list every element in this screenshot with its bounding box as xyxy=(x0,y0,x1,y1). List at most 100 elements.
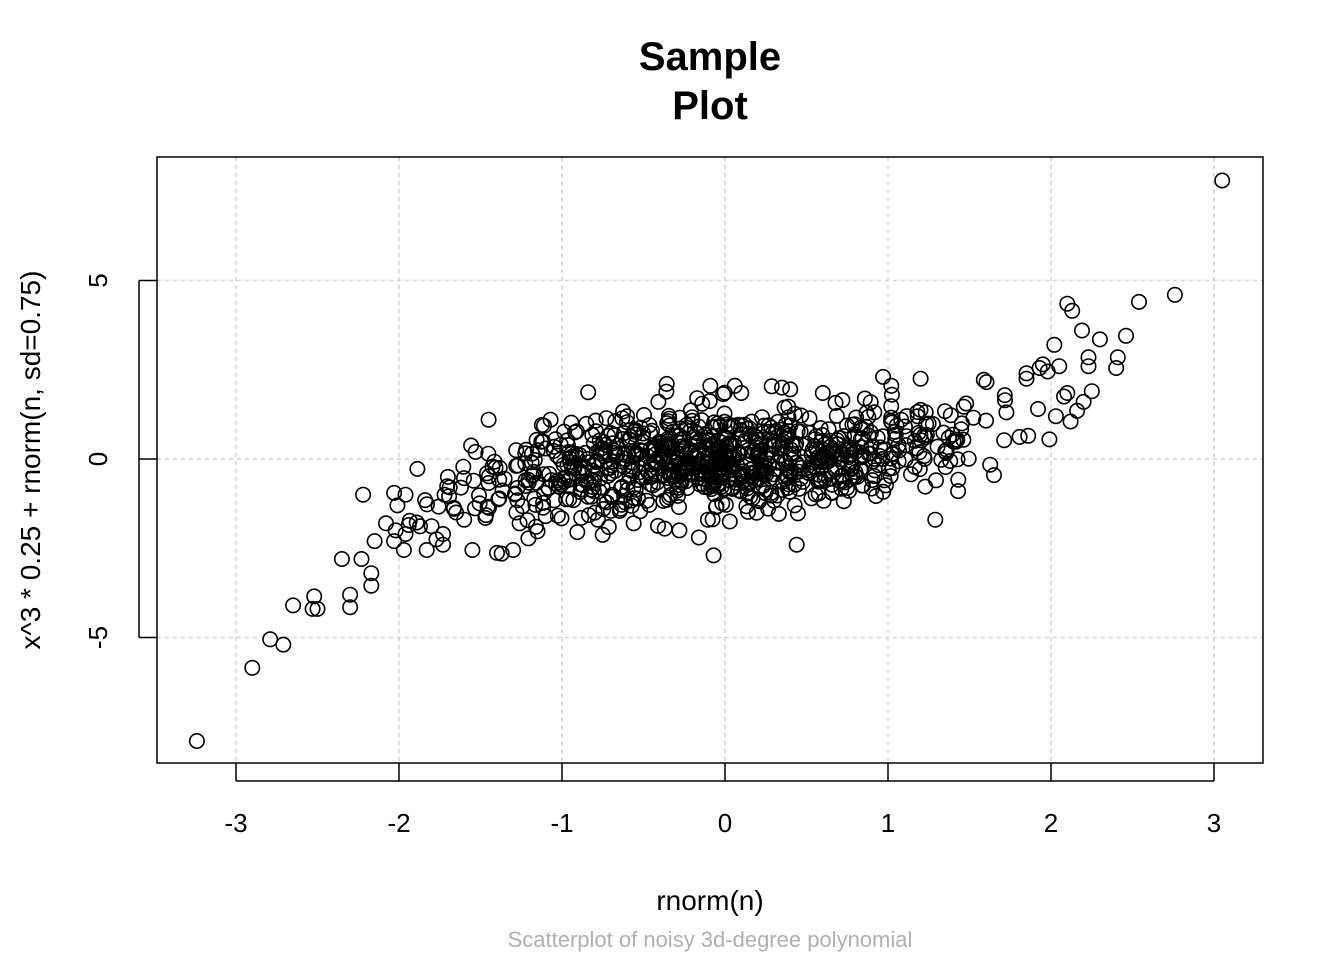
data-point xyxy=(1056,388,1073,405)
data-point xyxy=(702,377,719,394)
data-point xyxy=(333,550,350,567)
data-point xyxy=(397,486,414,503)
data-point xyxy=(716,384,733,401)
x-tick-label: -2 xyxy=(387,808,410,838)
chart-subtitle: Scatterplot of noisy 3d-degree polynomia… xyxy=(508,927,913,952)
data-point xyxy=(1011,428,1028,445)
data-point xyxy=(649,517,666,534)
data-point xyxy=(439,468,456,485)
data-point xyxy=(480,411,497,428)
data-point xyxy=(669,487,686,504)
data-point xyxy=(996,387,1013,404)
data-point xyxy=(528,431,545,448)
data-point xyxy=(958,395,975,412)
data-point xyxy=(875,441,892,458)
data-point xyxy=(386,484,403,501)
data-point xyxy=(670,467,687,484)
data-point xyxy=(1075,393,1092,410)
data-point xyxy=(632,450,649,467)
data-point xyxy=(715,481,732,498)
data-point xyxy=(683,445,700,462)
data-point xyxy=(353,550,370,567)
data-point xyxy=(1047,408,1064,425)
data-point xyxy=(867,487,884,504)
data-point xyxy=(565,492,582,509)
data-point xyxy=(1051,358,1068,375)
data-point xyxy=(917,404,934,421)
data-point xyxy=(1118,327,1135,344)
data-point xyxy=(275,636,292,653)
data-point xyxy=(244,659,261,676)
data-point xyxy=(395,541,412,558)
data-point xyxy=(674,464,691,481)
data-point xyxy=(511,515,528,532)
data-point xyxy=(553,476,570,493)
data-point xyxy=(985,467,1002,484)
data-point xyxy=(1064,302,1081,319)
data-point xyxy=(812,451,829,468)
data-point xyxy=(1091,331,1108,348)
data-point xyxy=(844,460,861,477)
data-point xyxy=(897,437,914,454)
points-layer xyxy=(188,172,1231,749)
data-point xyxy=(688,430,705,447)
data-point xyxy=(627,481,644,498)
data-point xyxy=(793,407,810,424)
data-point xyxy=(942,452,959,469)
data-point xyxy=(786,497,803,514)
data-point xyxy=(937,443,954,460)
data-point xyxy=(766,492,783,509)
data-point xyxy=(950,483,967,500)
x-tick-label: -1 xyxy=(550,808,573,838)
data-point xyxy=(909,403,926,420)
data-point xyxy=(1046,336,1063,353)
data-point xyxy=(945,433,962,450)
data-point xyxy=(858,404,875,421)
data-point xyxy=(823,484,840,501)
data-point xyxy=(877,477,894,494)
data-point xyxy=(479,498,496,515)
data-point xyxy=(713,464,730,481)
data-point xyxy=(707,499,724,516)
data-point xyxy=(456,511,473,528)
data-point xyxy=(626,490,643,507)
data-point xyxy=(977,412,994,429)
data-point xyxy=(627,421,644,438)
data-point xyxy=(528,474,545,491)
data-point xyxy=(484,458,501,475)
data-point xyxy=(455,458,472,475)
data-point xyxy=(671,409,688,426)
data-point xyxy=(755,477,772,494)
y-tick-label: -5 xyxy=(83,626,113,649)
data-point xyxy=(705,547,722,564)
x-tick-label: 1 xyxy=(881,808,895,838)
data-point xyxy=(445,499,462,516)
data-point xyxy=(982,456,999,473)
data-point xyxy=(917,478,934,495)
data-point xyxy=(1108,359,1125,376)
data-point xyxy=(773,421,790,438)
data-point xyxy=(617,494,634,511)
data-point xyxy=(912,370,929,387)
data-point xyxy=(506,486,523,503)
data-point xyxy=(523,454,540,471)
data-point xyxy=(820,470,837,487)
data-point xyxy=(758,466,775,483)
data-point xyxy=(491,471,508,488)
data-point xyxy=(782,381,799,398)
data-point xyxy=(788,536,805,553)
data-point xyxy=(883,386,900,403)
data-point xyxy=(828,407,845,424)
data-point xyxy=(616,458,633,475)
data-point xyxy=(625,515,642,532)
data-point xyxy=(517,455,534,472)
data-point xyxy=(1080,349,1097,366)
data-point xyxy=(465,472,482,489)
data-point xyxy=(455,470,472,487)
data-point xyxy=(480,474,497,491)
x-axis: -3 -2 -1 0 1 2 3 xyxy=(224,763,1221,838)
data-point xyxy=(1214,172,1231,189)
data-point xyxy=(463,437,480,454)
data-point xyxy=(611,502,628,519)
